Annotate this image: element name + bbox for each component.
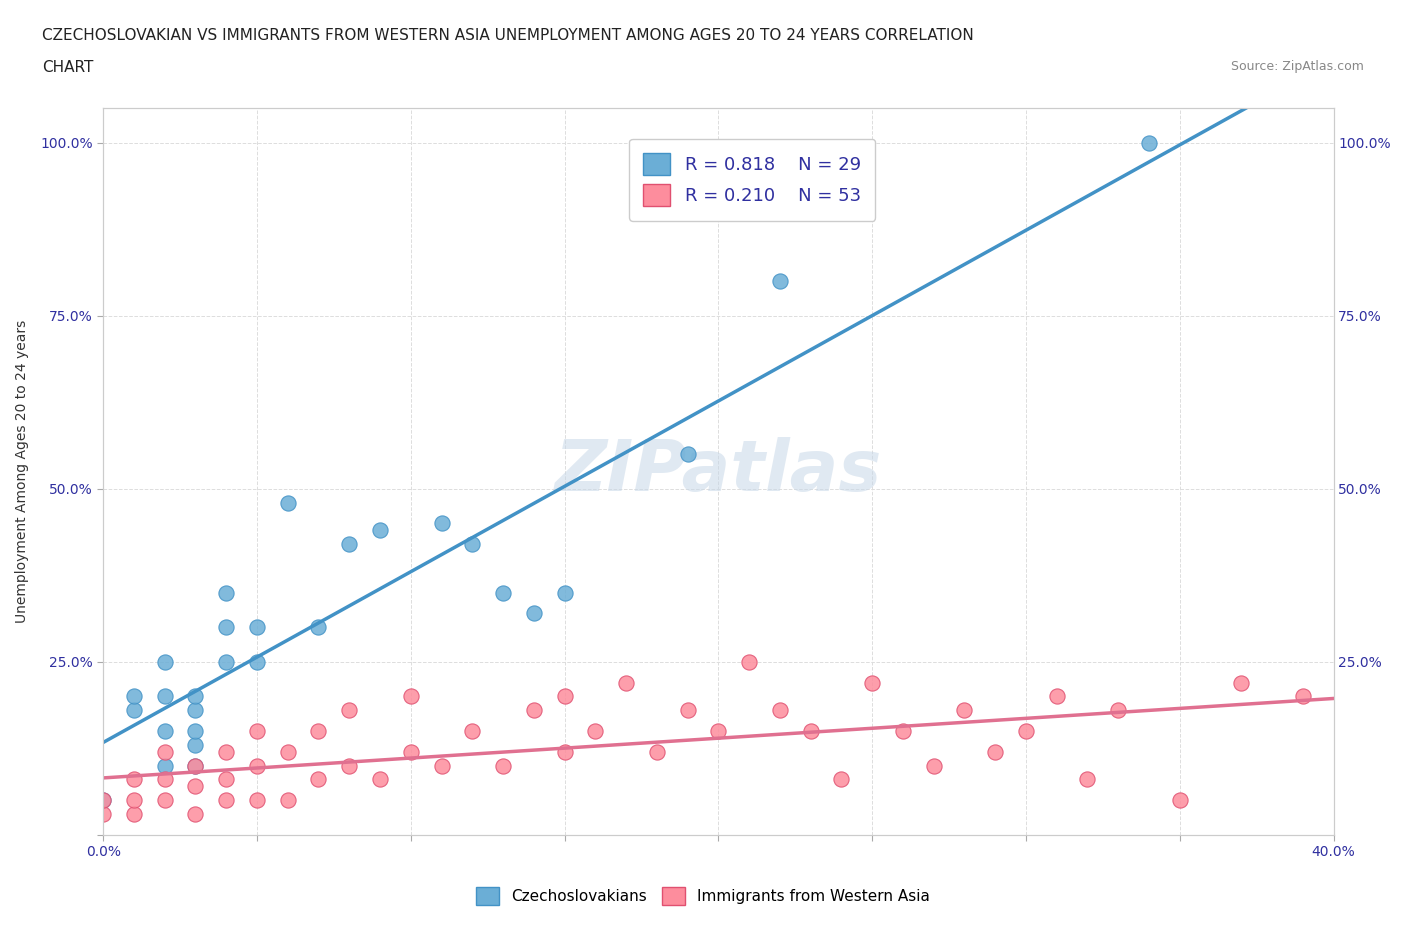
Point <box>1292 689 1315 704</box>
Point <box>645 744 668 759</box>
Point <box>830 772 852 787</box>
Point <box>184 806 207 821</box>
Y-axis label: Unemployment Among Ages 20 to 24 years: Unemployment Among Ages 20 to 24 years <box>15 320 30 623</box>
Point <box>492 758 515 773</box>
Point <box>215 792 238 807</box>
Point <box>953 703 976 718</box>
Point <box>523 605 546 620</box>
Point <box>153 744 176 759</box>
Point <box>184 758 207 773</box>
Point <box>769 273 792 288</box>
Point <box>738 655 761 670</box>
Point <box>707 724 730 738</box>
Point <box>891 724 914 738</box>
Point <box>614 675 637 690</box>
Point <box>1230 675 1253 690</box>
Point <box>676 703 699 718</box>
Point <box>122 792 145 807</box>
Point <box>277 495 299 510</box>
Point <box>1107 703 1129 718</box>
Point <box>583 724 606 738</box>
Text: ZIPatlas: ZIPatlas <box>554 437 882 506</box>
Point <box>554 744 576 759</box>
Point <box>1076 772 1098 787</box>
Point <box>184 758 207 773</box>
Text: CZECHOSLOVAKIAN VS IMMIGRANTS FROM WESTERN ASIA UNEMPLOYMENT AMONG AGES 20 TO 24: CZECHOSLOVAKIAN VS IMMIGRANTS FROM WESTE… <box>42 28 974 43</box>
Point <box>153 772 176 787</box>
Point <box>308 724 330 738</box>
Point <box>215 619 238 634</box>
Point <box>122 806 145 821</box>
Point <box>1168 792 1191 807</box>
Point <box>337 758 360 773</box>
Point <box>184 737 207 752</box>
Point <box>277 744 299 759</box>
Point <box>1046 689 1069 704</box>
Point <box>554 585 576 600</box>
Point <box>122 703 145 718</box>
Point <box>984 744 1007 759</box>
Point <box>922 758 945 773</box>
Point <box>523 703 546 718</box>
Legend: R = 0.818    N = 29, R = 0.210    N = 53: R = 0.818 N = 29, R = 0.210 N = 53 <box>628 139 876 220</box>
Point <box>308 772 330 787</box>
Point <box>246 619 269 634</box>
Point <box>461 537 484 551</box>
Point <box>91 806 114 821</box>
Point <box>676 446 699 461</box>
Point <box>399 689 422 704</box>
Text: CHART: CHART <box>42 60 94 75</box>
Point <box>184 779 207 794</box>
Point <box>860 675 883 690</box>
Point <box>153 655 176 670</box>
Point <box>1137 135 1160 150</box>
Point <box>91 792 114 807</box>
Legend: Czechoslovakians, Immigrants from Western Asia: Czechoslovakians, Immigrants from Wester… <box>468 879 938 913</box>
Point <box>153 724 176 738</box>
Point <box>122 772 145 787</box>
Point <box>184 703 207 718</box>
Point <box>368 523 391 538</box>
Point <box>769 703 792 718</box>
Point <box>399 744 422 759</box>
Point <box>246 792 269 807</box>
Point <box>184 724 207 738</box>
Point <box>492 585 515 600</box>
Point <box>153 758 176 773</box>
Point <box>461 724 484 738</box>
Point <box>554 689 576 704</box>
Point <box>91 792 114 807</box>
Point <box>800 724 823 738</box>
Point <box>215 744 238 759</box>
Point <box>246 724 269 738</box>
Point <box>430 758 453 773</box>
Point <box>153 792 176 807</box>
Point <box>1015 724 1038 738</box>
Point <box>337 537 360 551</box>
Text: Source: ZipAtlas.com: Source: ZipAtlas.com <box>1230 60 1364 73</box>
Point <box>308 619 330 634</box>
Point <box>277 792 299 807</box>
Point <box>337 703 360 718</box>
Point <box>246 655 269 670</box>
Point <box>215 655 238 670</box>
Point <box>246 758 269 773</box>
Point <box>184 689 207 704</box>
Point <box>215 772 238 787</box>
Point <box>368 772 391 787</box>
Point <box>122 689 145 704</box>
Point <box>153 689 176 704</box>
Point <box>215 585 238 600</box>
Point <box>430 516 453 531</box>
